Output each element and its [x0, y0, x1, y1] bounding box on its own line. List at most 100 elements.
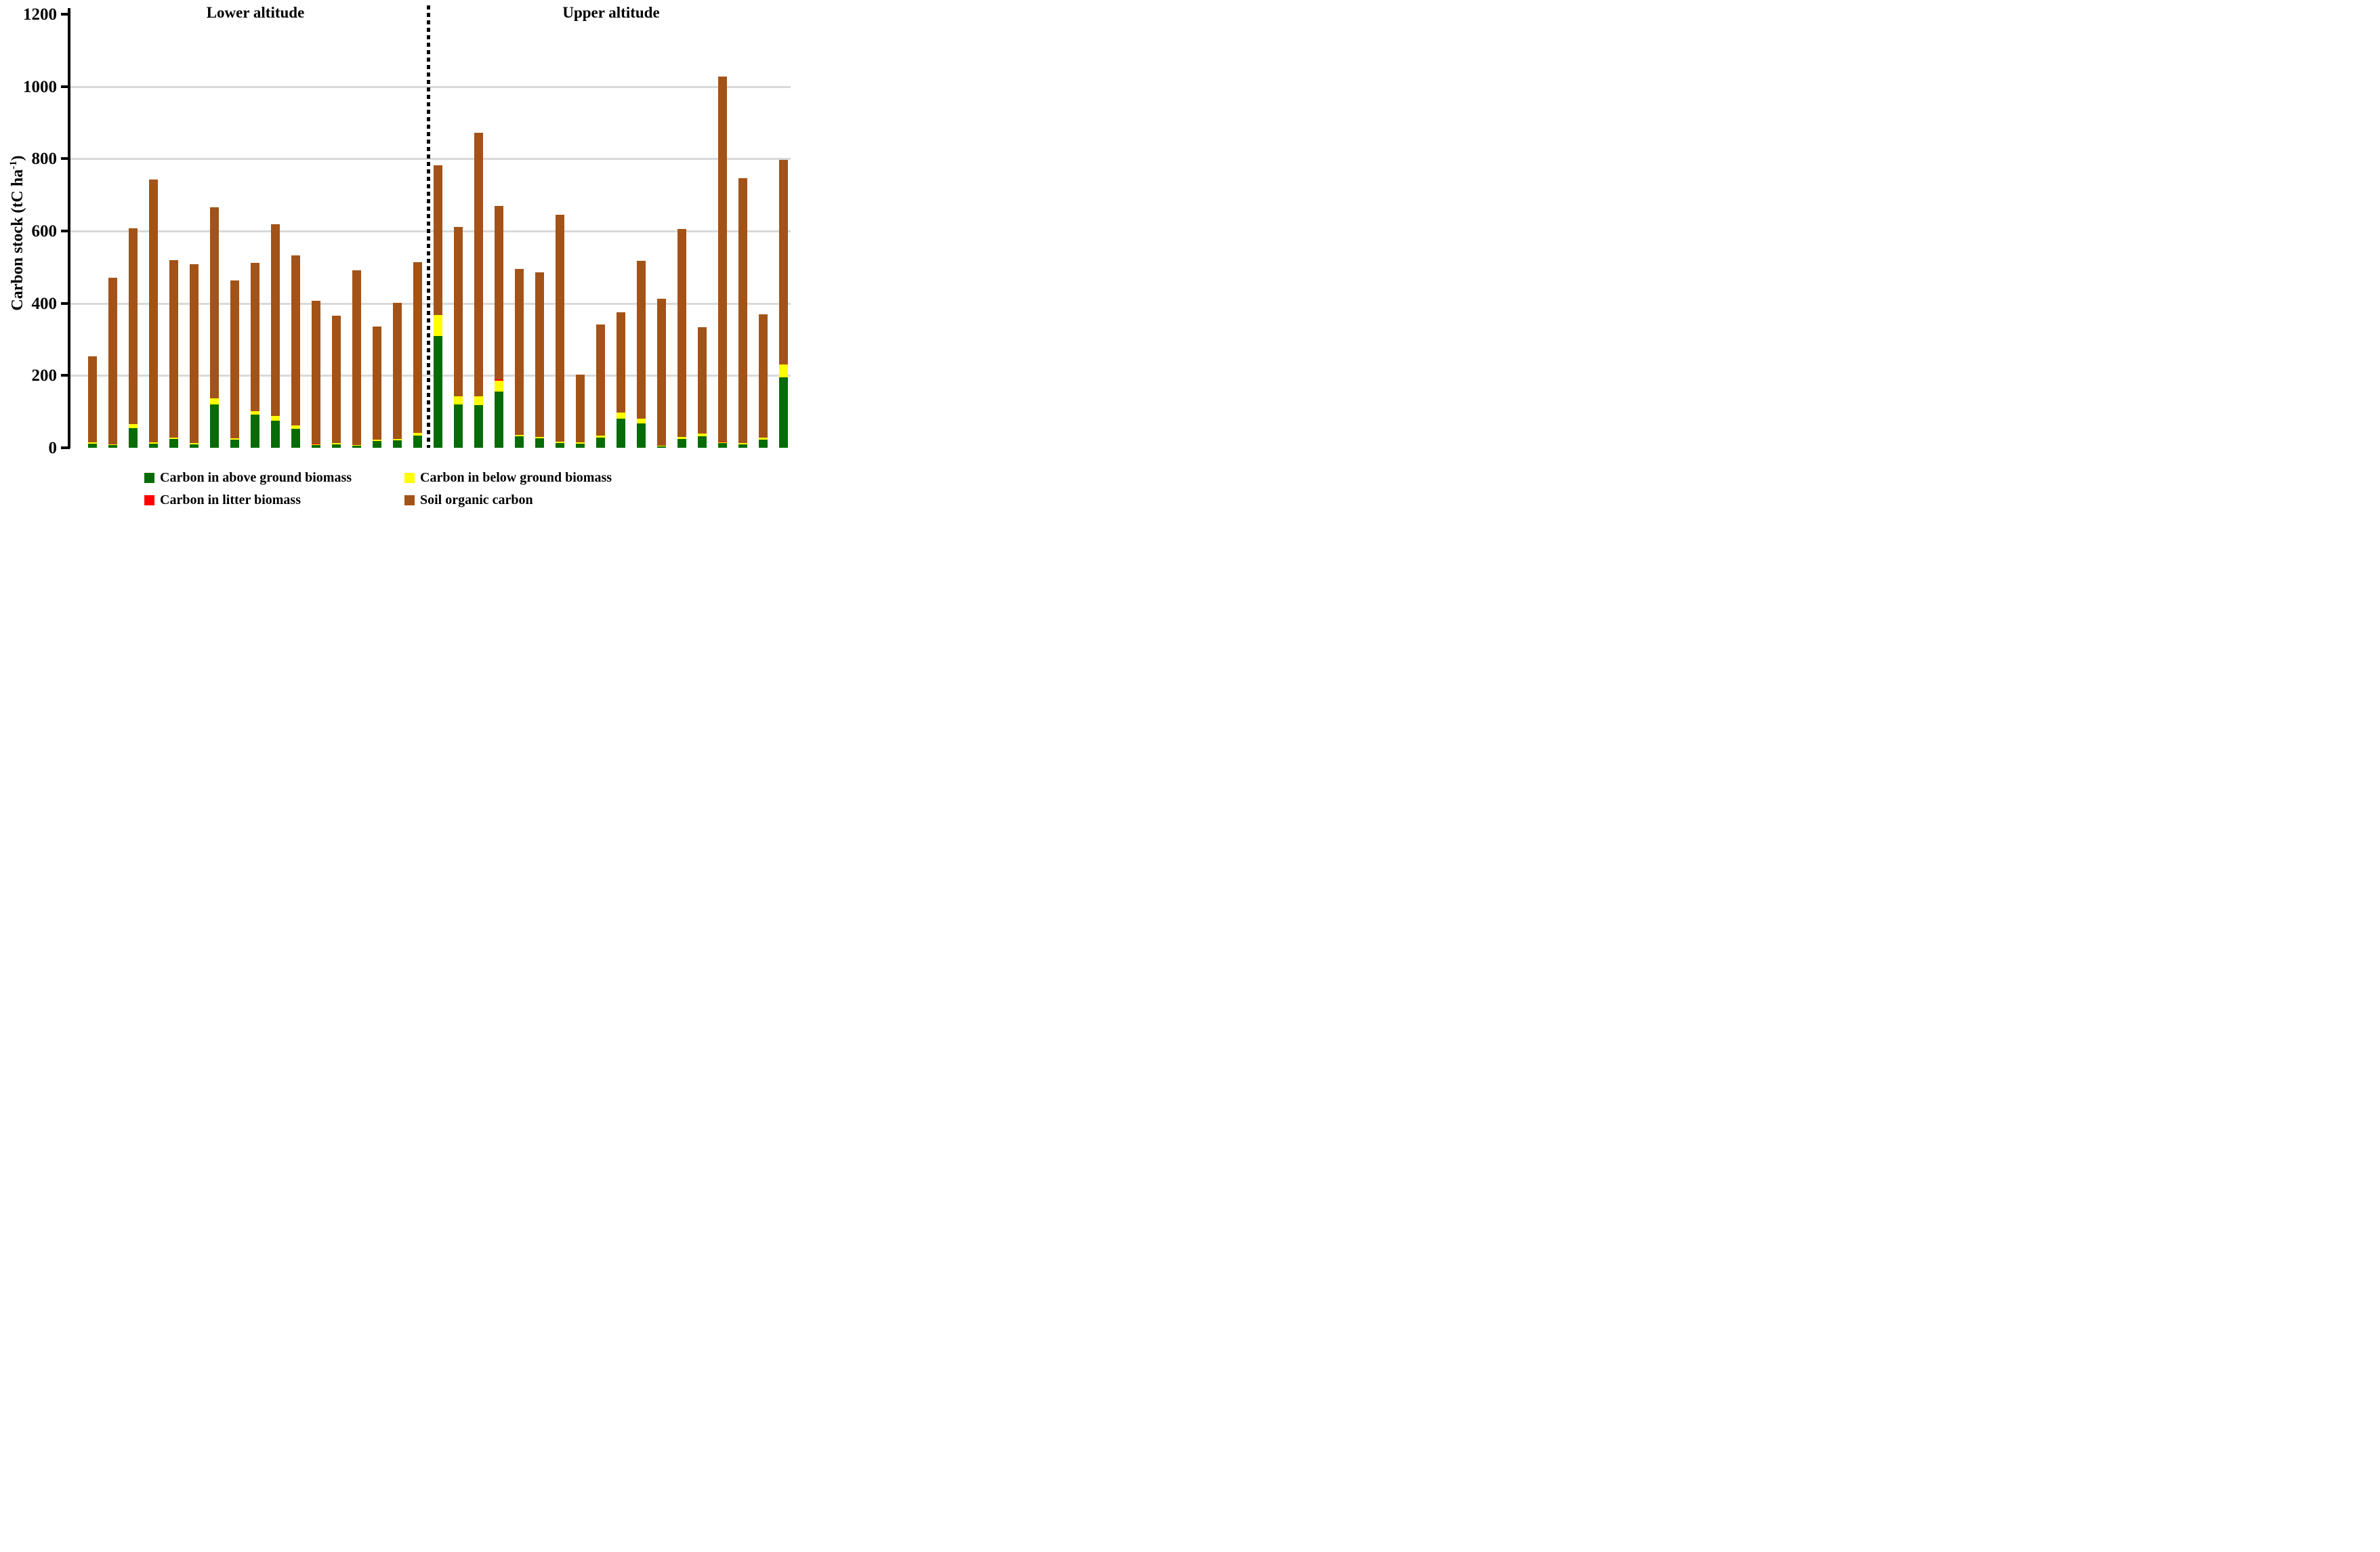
legend-item-bgb: Carbon in below ground biomass: [404, 471, 612, 484]
segment-agb: [251, 415, 259, 448]
segment-litter: [495, 379, 503, 381]
segment-bgb: [393, 439, 402, 440]
segment-soc: [251, 263, 259, 411]
section-title-upper: Upper altitude: [562, 4, 660, 21]
segment-bgb: [698, 434, 707, 436]
segment-bgb: [312, 444, 320, 445]
stacked-bar: [312, 301, 320, 448]
legend-swatch-litter: [144, 495, 154, 505]
y-tick-600: [61, 230, 70, 232]
segment-soc: [434, 165, 442, 315]
segment-agb: [556, 443, 564, 448]
stacked-bar: [352, 270, 361, 448]
legend-item-soc: Soil organic carbon: [404, 493, 533, 507]
segment-soc: [759, 314, 768, 438]
segment-bgb: [251, 411, 259, 415]
y-tick-400: [61, 302, 70, 305]
segment-bgb: [474, 396, 483, 405]
section-divider-dashed-line: [427, 5, 430, 448]
segment-soc: [576, 375, 585, 442]
segment-soc: [738, 178, 747, 443]
segment-bgb: [637, 419, 646, 423]
stacked-bar: [149, 180, 158, 448]
segment-bgb: [535, 437, 544, 438]
segment-soc: [108, 278, 117, 444]
segment-bgb: [617, 413, 625, 419]
legend-swatch-soc: [404, 495, 415, 505]
stacked-bar: [474, 133, 483, 448]
segment-soc: [312, 301, 320, 444]
segment-agb: [759, 440, 768, 448]
stacked-bar: [759, 314, 768, 448]
segment-agb: [352, 446, 361, 448]
segment-bgb: [413, 433, 422, 436]
segment-soc: [230, 280, 239, 438]
segment-agb: [210, 404, 219, 448]
segment-agb: [393, 440, 402, 448]
segment-agb: [332, 444, 341, 448]
segment-bgb: [738, 443, 747, 444]
segment-soc: [332, 316, 341, 443]
segment-agb: [129, 428, 138, 448]
segment-bgb: [169, 438, 178, 439]
segment-bgb: [515, 435, 524, 436]
y-tick-label-400: 400: [31, 295, 58, 313]
stacked-bar: [515, 269, 524, 448]
segment-agb: [413, 436, 422, 448]
segment-bgb: [190, 443, 199, 444]
stacked-bar: [190, 264, 199, 448]
stacked-bar: [129, 228, 138, 448]
segment-agb: [434, 336, 442, 448]
segment-bgb: [352, 445, 361, 446]
segment-soc: [474, 133, 483, 396]
segment-agb: [515, 436, 524, 448]
stacked-bar: [88, 356, 97, 448]
legend-item-litter: Carbon in litter biomass: [144, 493, 301, 507]
y-tick-label-0: 0: [48, 439, 58, 457]
stacked-bar: [373, 327, 381, 448]
segment-bgb: [495, 381, 503, 392]
stacked-bar: [495, 206, 503, 448]
stacked-bar: [535, 272, 544, 448]
segment-soc: [617, 312, 625, 413]
y-tick-label-800: 800: [31, 150, 58, 168]
segment-bgb: [230, 438, 239, 440]
segment-soc: [637, 261, 646, 419]
segment-agb: [169, 439, 178, 448]
segment-bgb: [108, 444, 117, 445]
stacked-bar: [718, 77, 727, 448]
segment-bgb: [434, 315, 442, 336]
stacked-bar: [230, 280, 239, 448]
stacked-bar: [617, 312, 625, 448]
segment-agb: [291, 429, 300, 448]
segment-bgb: [596, 436, 605, 438]
segment-bgb: [88, 442, 97, 444]
stacked-bar: [332, 316, 341, 448]
segment-bgb: [149, 442, 158, 444]
segment-bgb: [779, 364, 788, 377]
segment-bgb: [271, 416, 280, 421]
segment-agb: [617, 419, 625, 448]
segment-soc: [271, 224, 280, 416]
plot-area: Carbon stock (tC ha-1) 0 200 400 600 800 1000…: [0, 0, 793, 518]
legend-item-agb: Carbon in above ground biomass: [144, 471, 352, 484]
gridline-1000: [70, 86, 791, 88]
legend-label-bgb: Carbon in below ground biomass: [420, 470, 612, 485]
stacked-bar: [413, 262, 422, 448]
segment-bgb: [454, 396, 463, 404]
legend-label-agb: Carbon in above ground biomass: [160, 470, 352, 485]
stacked-bar: [637, 261, 646, 448]
segment-soc: [779, 160, 788, 364]
segment-agb: [779, 377, 788, 448]
stacked-bar: [698, 327, 707, 448]
stacked-bar: [556, 215, 564, 448]
segment-agb: [454, 404, 463, 448]
segment-soc: [413, 262, 422, 433]
y-tick-1200: [61, 13, 70, 16]
section-title-lower: Lower altitude: [206, 4, 305, 21]
stacked-bar: [677, 229, 686, 448]
segment-bgb: [373, 440, 381, 441]
gridline-800: [70, 158, 791, 160]
stacked-bar: [596, 324, 605, 448]
y-axis-label-text: Carbon stock (tC ha: [9, 169, 26, 311]
